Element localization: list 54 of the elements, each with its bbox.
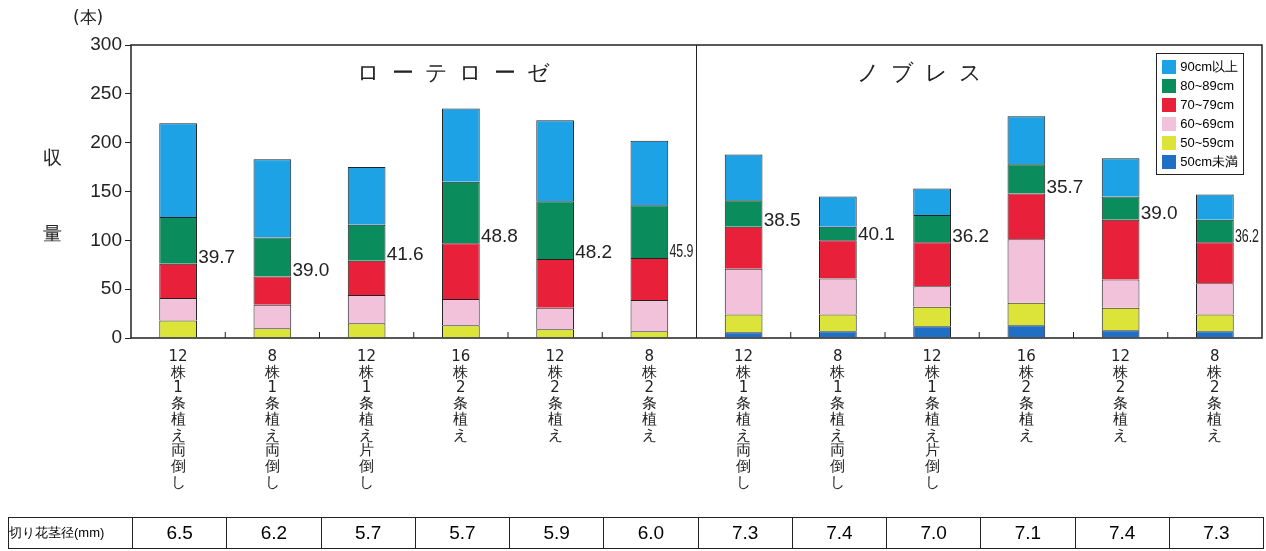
legend-label: 80~89cm — [1180, 78, 1235, 93]
legend-label: 60~69cm — [1180, 116, 1235, 131]
text: 7.4 — [1075, 517, 1170, 549]
y-tick-label: 150 — [90, 179, 122, 201]
x-tick-label: 12株2条植え — [545, 346, 565, 444]
annotation: 40.1 — [857, 222, 895, 244]
text: 7.1 — [980, 517, 1075, 549]
y-tick-label: 100 — [90, 228, 122, 250]
text: 6.2 — [226, 517, 321, 549]
category-label: 12株1条植え片倒し — [922, 346, 942, 491]
text: 5.7 — [321, 517, 416, 549]
annotation: 39.0 — [1140, 202, 1178, 224]
text: 5.7 — [415, 517, 510, 549]
y-axis-title: 収量 — [43, 132, 65, 288]
annotation: ノブレス — [856, 59, 982, 85]
category-label: 8株1条植え両倒し — [830, 346, 846, 491]
y-tick-label: 0 — [111, 326, 122, 348]
annotation: 48.2 — [575, 241, 613, 263]
text: 7.4 — [792, 517, 887, 549]
text: 切り花茎径(mm) — [8, 517, 133, 549]
x-tick-label: 16株2条植え — [1016, 346, 1036, 444]
annotation: 39.7 — [198, 246, 236, 268]
x-tick-label: 8株2条植え — [640, 346, 657, 444]
annotation: 38.5 — [763, 208, 801, 230]
legend-label: 50cm未満 — [1180, 152, 1238, 171]
x-tick-label: 12株2条植え — [1111, 346, 1131, 444]
category-label: 12株1条植え片倒し — [357, 346, 377, 491]
annotation: 45.9 — [669, 239, 694, 261]
category-label: 8株1条植え両倒し — [264, 346, 280, 491]
y-tick-label: 250 — [90, 82, 122, 104]
annotation: ローテローゼ — [357, 59, 551, 85]
annotation: 48.8 — [480, 225, 518, 247]
text: (本) — [72, 7, 104, 28]
text: 7.0 — [886, 517, 981, 549]
category-label: 12株1条植え両倒し — [168, 346, 188, 491]
legend-label: 90cm以上 — [1180, 57, 1238, 76]
x-tick-label: 8株2条植え — [1206, 346, 1223, 444]
legend-label: 50~59cm — [1180, 135, 1235, 150]
annotation: 41.6 — [386, 243, 424, 265]
y-tick-label: 50 — [100, 277, 122, 299]
annotation: 39.0 — [292, 258, 330, 280]
text: 7.3 — [1169, 517, 1264, 549]
x-tick-label: 16株2条植え — [451, 346, 471, 444]
annotation: 36.2 — [952, 224, 990, 246]
text: 6.0 — [603, 517, 698, 549]
category-label: 12株1条植え両倒し — [734, 346, 754, 491]
y-tick-label: 200 — [90, 130, 122, 152]
text: 6.5 — [132, 517, 227, 549]
text: 5.9 — [509, 517, 604, 549]
text: 7.3 — [698, 517, 793, 549]
legend-label: 70~79cm — [1180, 97, 1235, 112]
y-tick-label: 300 — [90, 33, 122, 55]
annotation: 35.7 — [1046, 175, 1084, 197]
annotation: 36.2 — [1234, 223, 1260, 246]
